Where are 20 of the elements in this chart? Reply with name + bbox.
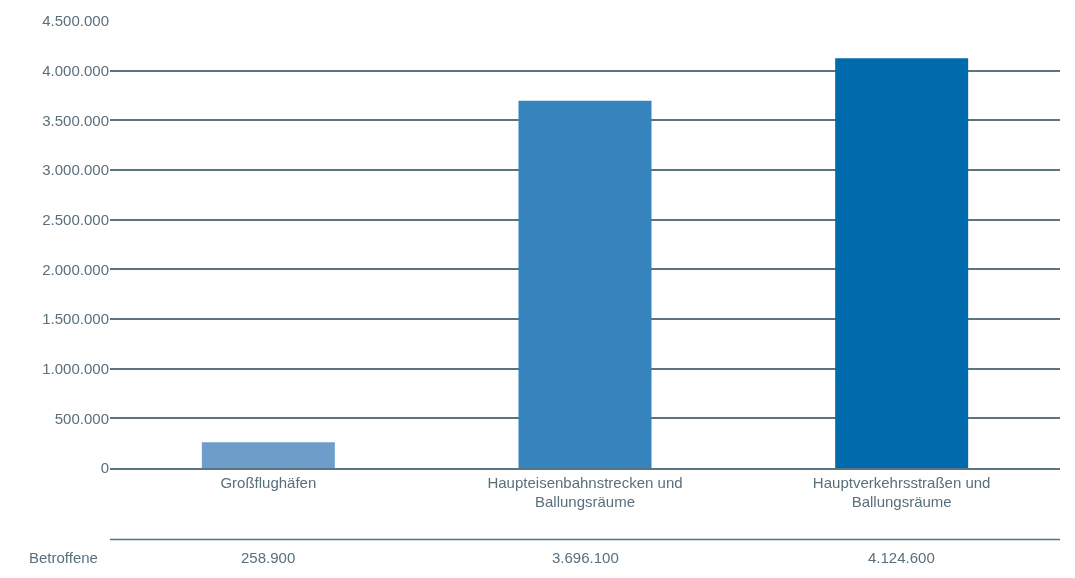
y-tick-label: 3.500.000 — [42, 111, 109, 129]
bar — [835, 58, 969, 468]
y-tick-label: 500.000 — [54, 409, 109, 427]
y-tick-label: 4.500.000 — [42, 12, 109, 30]
x-tick-label: Großflughäfen — [220, 473, 317, 491]
bar — [201, 442, 335, 468]
y-tick-label: 1.500.000 — [42, 310, 109, 328]
y-tick-label: 2.500.000 — [42, 210, 109, 228]
data-label: 4.124.600 — [868, 549, 935, 566]
data-label: 3.696.100 — [552, 549, 619, 566]
x-tick-label: Haupteisenbahnstrecken und Ballungsräume — [487, 473, 683, 511]
y-tick-label: 3.000.000 — [42, 161, 109, 179]
y-tick-label: 0 — [100, 459, 109, 477]
data-label: 258.900 — [241, 549, 296, 566]
y-tick-label: 2.000.000 — [42, 260, 109, 278]
x-tick-label: Hauptverkehrsstraßen und Ballungsräume — [812, 473, 991, 511]
y-tick-label: 4.000.000 — [42, 61, 109, 79]
text: Betroffene — [29, 549, 98, 566]
bar — [518, 100, 652, 468]
y-tick-label: 1.000.000 — [42, 359, 109, 377]
